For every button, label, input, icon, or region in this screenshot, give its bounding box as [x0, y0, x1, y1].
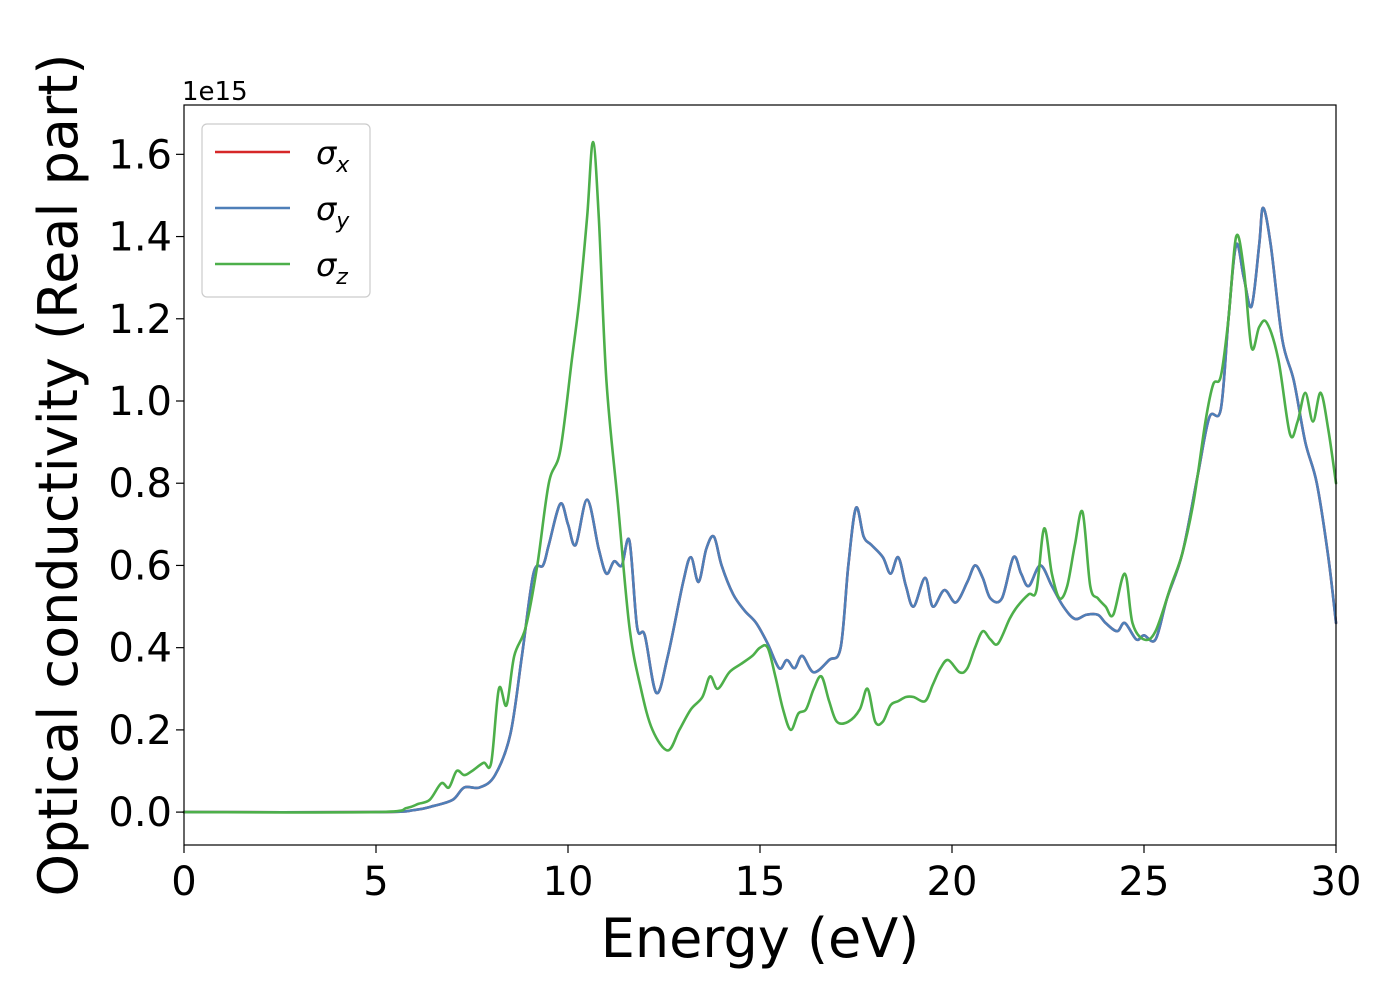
y-offset-label: 1e15	[182, 77, 248, 107]
y-tick-label: 1.4	[108, 215, 172, 261]
x-tick-label: 20	[927, 859, 978, 905]
y-tick-label: 1.2	[108, 297, 172, 343]
x-tick-label: 10	[543, 859, 594, 905]
x-tick-label: 30	[1311, 859, 1362, 905]
series-layer	[182, 140, 1338, 814]
x-tick-label: 5	[363, 859, 388, 905]
x-axis-title: Energy (eV)	[601, 907, 920, 970]
y-axis-title: Optical conductivity (Real part)	[27, 54, 90, 897]
legend-label-y: σy	[316, 190, 350, 234]
legend-box	[201, 123, 371, 298]
y-tick-label: 0.4	[108, 626, 172, 672]
y-tick-label: 0.0	[108, 790, 172, 836]
x-axis: 0 5 10 15 20 25 30	[171, 845, 1361, 905]
x-tick-label: 0	[171, 859, 196, 905]
plot-area	[182, 104, 1338, 846]
y-tick-label: 1.0	[108, 379, 172, 425]
y-axis: 0.0 0.2 0.4 0.6 0.8 1.0 1.2 1.4 1.6	[108, 132, 184, 836]
x-tick-label: 15	[735, 859, 786, 905]
y-tick-label: 0.6	[108, 543, 172, 589]
x-tick-label: 25	[1119, 859, 1170, 905]
y-tick-label: 0.8	[108, 461, 172, 507]
y-tick-label: 1.6	[108, 132, 172, 178]
series-line-z	[182, 140, 1338, 814]
plot-background	[184, 105, 1336, 845]
y-tick-label: 0.2	[108, 708, 172, 754]
